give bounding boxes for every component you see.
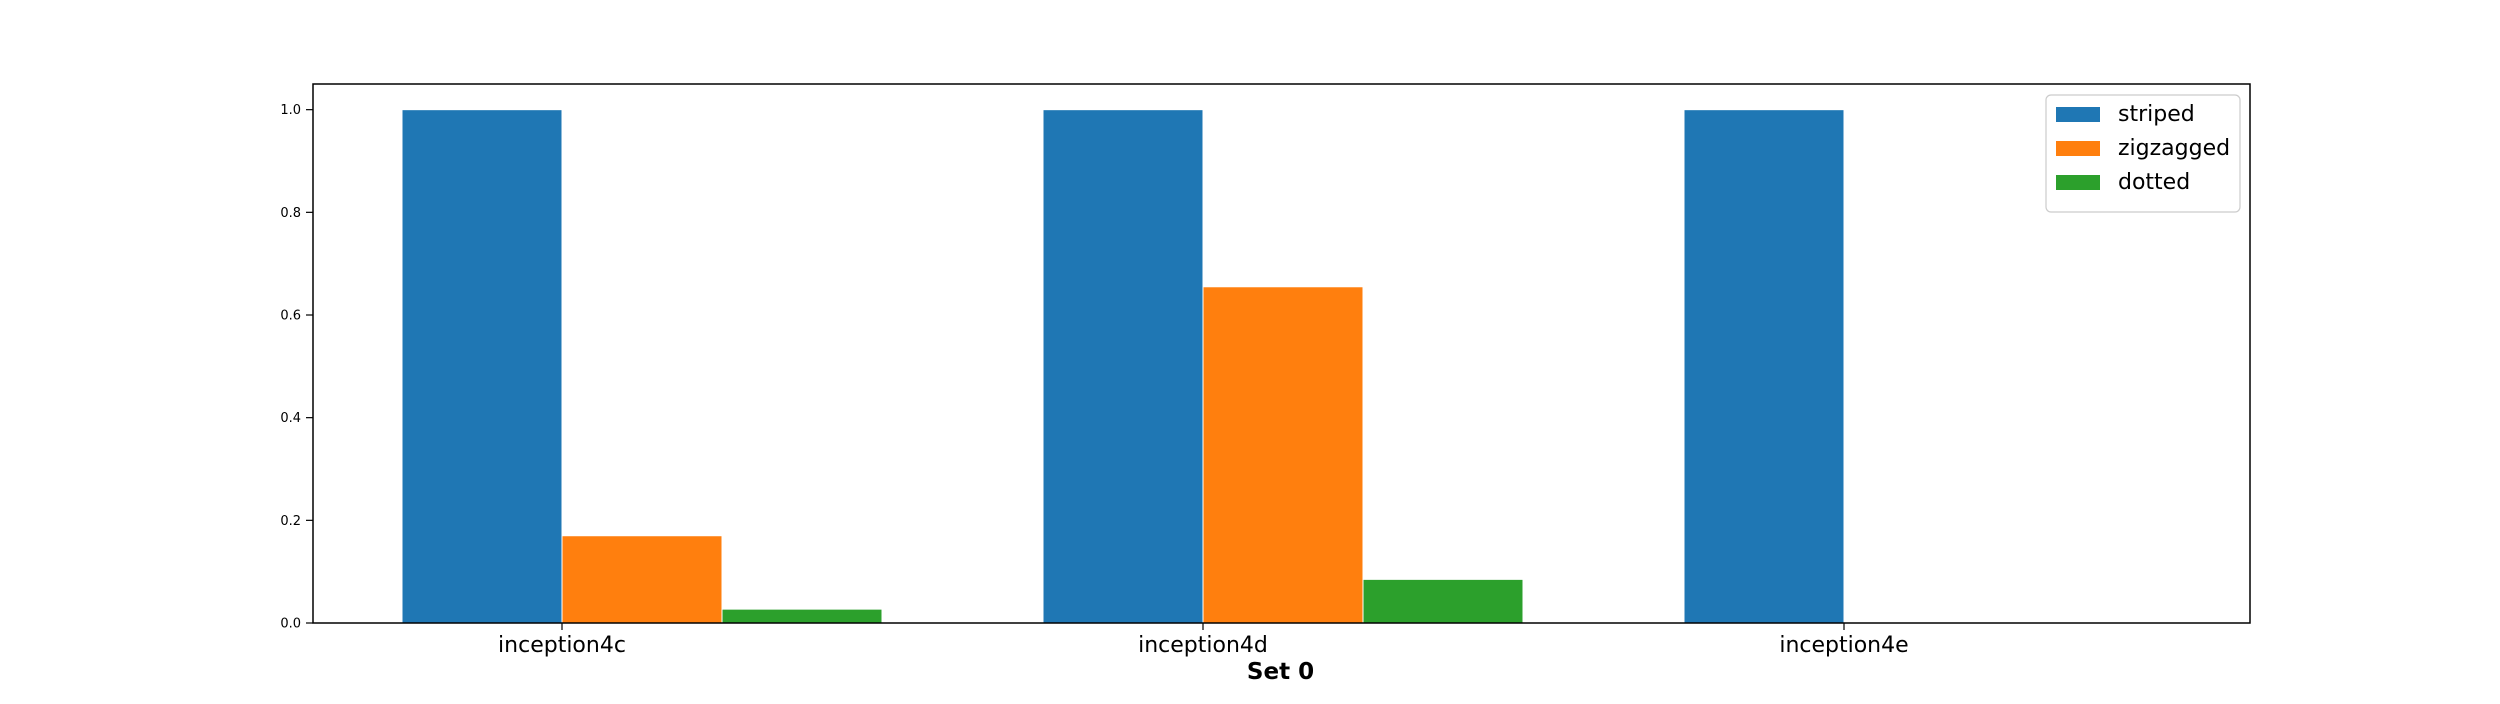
bar-dotted-inception4d: [1362, 578, 1524, 624]
y-tick-label: 0.4: [280, 411, 301, 426]
legend-swatch-zigzagged: [2056, 141, 2100, 156]
y-axis-ticks: 0.0 0.2 0.4 0.6 0.8 1.0: [280, 103, 313, 632]
y-tick-label: 0.8: [280, 206, 301, 221]
bars-layer: [401, 109, 1845, 624]
legend-label-zigzagged: zigzagged: [2118, 136, 2230, 161]
legend: striped zigzagged dotted: [2045, 94, 2241, 213]
bar-dotted-inception4c: [721, 608, 883, 624]
x-tick-label: inception4e: [1779, 633, 1908, 658]
x-axis-label: Set 0: [1247, 659, 1314, 685]
x-tick-label: inception4d: [1138, 633, 1268, 658]
legend-swatch-striped: [2056, 107, 2100, 122]
bar-striped-inception4d: [1042, 109, 1204, 624]
bar-striped-inception4e: [1683, 109, 1845, 624]
plot-frame: [312, 83, 2251, 624]
y-tick-label: 0.2: [280, 514, 301, 529]
legend-label-dotted: dotted: [2118, 170, 2190, 195]
x-tick-label: inception4c: [498, 633, 626, 658]
bar-zigzagged-inception4d: [1202, 286, 1364, 624]
bar-zigzagged-inception4c: [561, 535, 723, 624]
x-axis-ticks: inception4c inception4d inception4e: [498, 623, 1909, 658]
y-tick-label: 0.0: [280, 617, 301, 632]
y-tick-label: 0.6: [280, 309, 301, 324]
bar-striped-inception4c: [401, 109, 563, 624]
legend-swatch-dotted: [2056, 175, 2100, 190]
legend-label-striped: striped: [2118, 102, 2195, 127]
y-tick-label: 1.0: [280, 103, 301, 118]
